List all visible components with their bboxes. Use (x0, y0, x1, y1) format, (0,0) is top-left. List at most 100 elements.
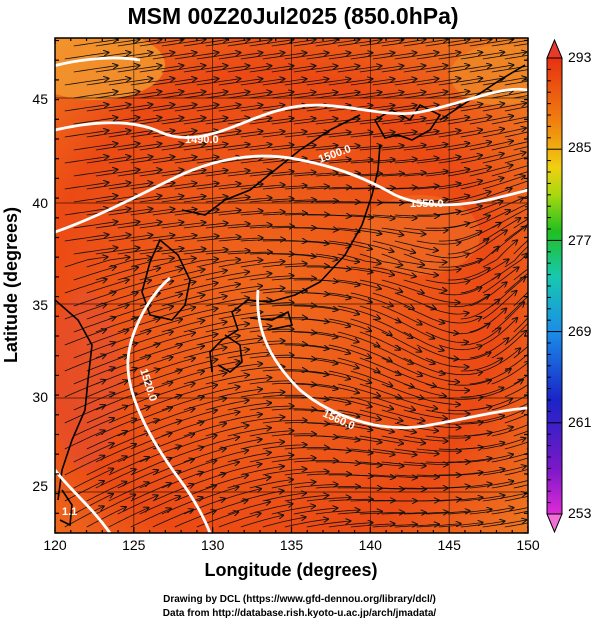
streamline (425, 223, 470, 229)
streamline (218, 158, 263, 164)
streamline (205, 144, 250, 151)
wind-streamlines (64, 39, 580, 528)
streamline (447, 216, 490, 229)
streamline (306, 132, 351, 138)
streamline (394, 215, 439, 216)
credit-drawing: Drawing by DCL (https://www.gfd-dennou.o… (163, 594, 436, 605)
streamline (491, 362, 528, 385)
streamline (403, 228, 448, 231)
streamline (249, 381, 294, 385)
streamline (504, 54, 528, 60)
streamline (86, 105, 131, 112)
streamline (240, 341, 285, 346)
streamline (64, 380, 106, 398)
streamline (271, 172, 316, 177)
streamline (306, 474, 351, 475)
x-axis: 120 125 130 135 140 145 150 Longitude (d… (43, 537, 540, 580)
streamline (394, 186, 439, 190)
streamline (416, 241, 461, 244)
streamline (227, 378, 271, 385)
streamline (403, 462, 448, 464)
streamline (315, 331, 359, 342)
streamline (460, 247, 499, 268)
streamline (469, 308, 507, 333)
streamline (513, 268, 528, 281)
streamline (460, 201, 503, 216)
streamline (438, 231, 482, 242)
streamline (227, 274, 272, 281)
streamline (284, 186, 329, 189)
streamline (174, 236, 219, 242)
streamline (73, 418, 114, 437)
streamline (491, 65, 528, 73)
streamline (95, 222, 140, 229)
streamline (513, 146, 528, 151)
coastline-china (55, 299, 93, 501)
streamline (227, 198, 272, 203)
coastline-kyushu (217, 334, 243, 373)
streamline (460, 495, 505, 502)
streamline (337, 435, 382, 442)
colorbar-max-arrow (546, 38, 563, 59)
streamline (249, 40, 294, 47)
streamline (372, 475, 417, 478)
height-contours (55, 56, 528, 533)
streamline (262, 445, 307, 450)
streamline (328, 422, 373, 430)
coastline-shikoku (249, 310, 294, 331)
streamline (447, 509, 492, 515)
streamline (328, 499, 373, 501)
streamline (108, 105, 153, 112)
streamline (416, 370, 459, 382)
streamline (328, 53, 373, 60)
streamline (64, 506, 104, 528)
streamline (482, 438, 526, 450)
streamline (372, 448, 417, 455)
streamline (64, 79, 109, 86)
streamline (284, 132, 329, 138)
streamline (271, 145, 316, 151)
streamline (372, 214, 417, 218)
streamline (372, 292, 414, 309)
streamline (425, 409, 470, 414)
streamline (196, 105, 241, 112)
streamline (491, 331, 526, 359)
streamline (161, 40, 206, 47)
streamline (139, 118, 184, 125)
streamline (416, 475, 461, 476)
streamline (359, 279, 402, 292)
streamline (284, 495, 329, 502)
streamline (504, 441, 528, 450)
streamline (403, 331, 444, 350)
streamline (271, 409, 316, 410)
streamline (359, 40, 404, 47)
streamline (262, 186, 307, 190)
streamline (482, 267, 519, 294)
streamline (381, 279, 424, 293)
streamline (359, 305, 401, 322)
streamline (227, 252, 272, 254)
streamline (350, 370, 393, 386)
streamline (403, 171, 448, 177)
colorbar-label: 285 (568, 139, 592, 155)
streamline (504, 180, 528, 190)
streamline (394, 448, 439, 454)
streamline (64, 481, 104, 502)
streamline (73, 342, 115, 359)
streamline (183, 250, 228, 255)
streamline (240, 53, 285, 60)
streamline (438, 259, 482, 268)
streamline (469, 259, 509, 281)
streamline (460, 443, 505, 450)
streamline (95, 170, 140, 177)
streamline (240, 79, 285, 86)
streamline (73, 469, 114, 489)
streamline (315, 253, 359, 262)
streamline (372, 396, 415, 410)
streamline (73, 92, 118, 99)
streamline (359, 383, 402, 398)
streamline (460, 416, 504, 424)
streamline (227, 92, 272, 99)
streamline (536, 39, 580, 46)
streamline (240, 417, 285, 424)
